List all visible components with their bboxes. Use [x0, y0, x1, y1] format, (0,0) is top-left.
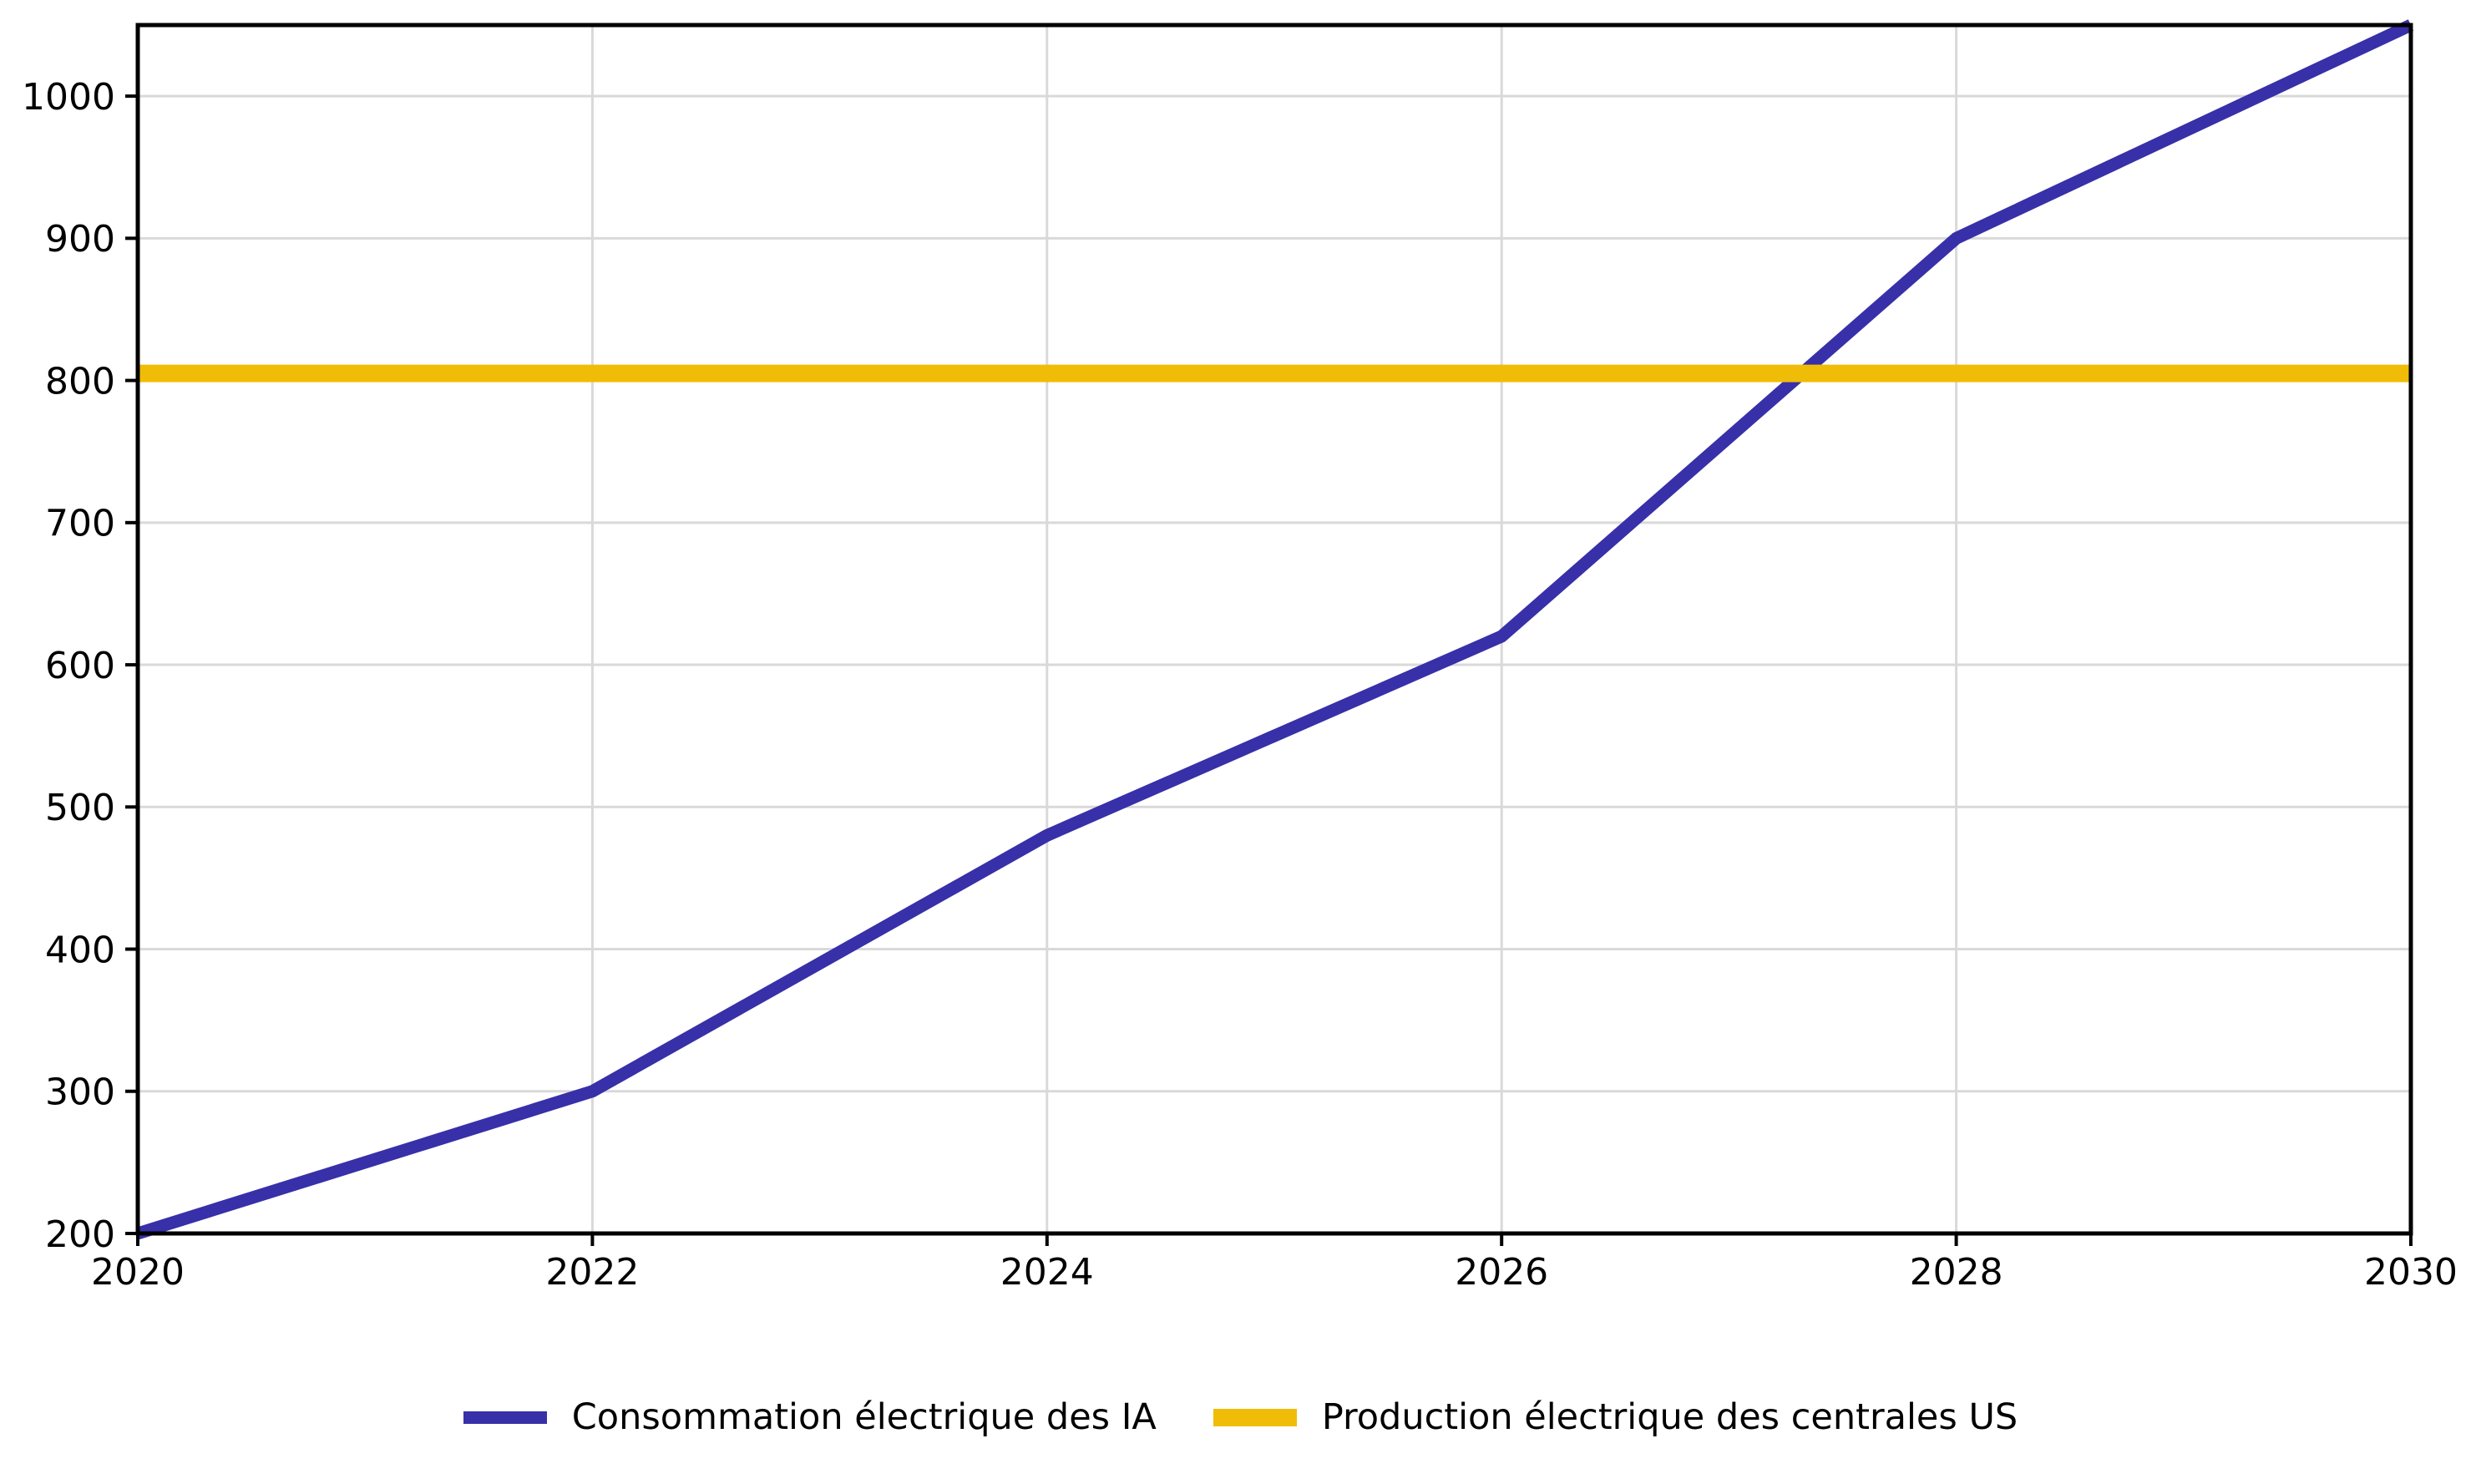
series-line-0	[135, 19, 2414, 1240]
y-tick-label: 1000	[22, 76, 115, 119]
x-tick-label: 2030	[2364, 1251, 2458, 1294]
legend-item-consommation-ia: Consommation électrique des IA	[463, 1396, 1157, 1440]
x-tick-label: 2020	[91, 1251, 185, 1294]
legend-item-production-us: Production électrique des centrales US	[1213, 1396, 2018, 1440]
y-tick-label: 400	[45, 929, 115, 971]
legend-swatch-consommation-ia	[463, 1411, 547, 1425]
y-tick-label: 800	[45, 360, 115, 403]
y-tick-label: 300	[45, 1071, 115, 1114]
y-tick-label: 500	[45, 787, 115, 829]
x-tick-label: 2024	[1000, 1251, 1094, 1294]
legend-swatch-production-us	[1213, 1409, 1297, 1427]
y-tick-label: 900	[45, 218, 115, 261]
x-tick-label: 2022	[545, 1251, 639, 1294]
legend-label-production-us: Production électrique des centrales US	[1321, 1396, 2018, 1438]
legend-label-consommation-ia: Consommation électrique des IA	[571, 1396, 1157, 1438]
chart-legend: Consommation électrique des IA Productio…	[0, 1396, 2481, 1440]
x-tick-label: 2026	[1455, 1251, 1548, 1294]
y-tick-label: 200	[45, 1213, 115, 1256]
plot-border	[135, 23, 2413, 1236]
y-tick-label: 600	[45, 645, 115, 687]
x-tick-label: 2028	[1910, 1251, 2003, 1294]
y-tick-label: 700	[45, 503, 115, 545]
